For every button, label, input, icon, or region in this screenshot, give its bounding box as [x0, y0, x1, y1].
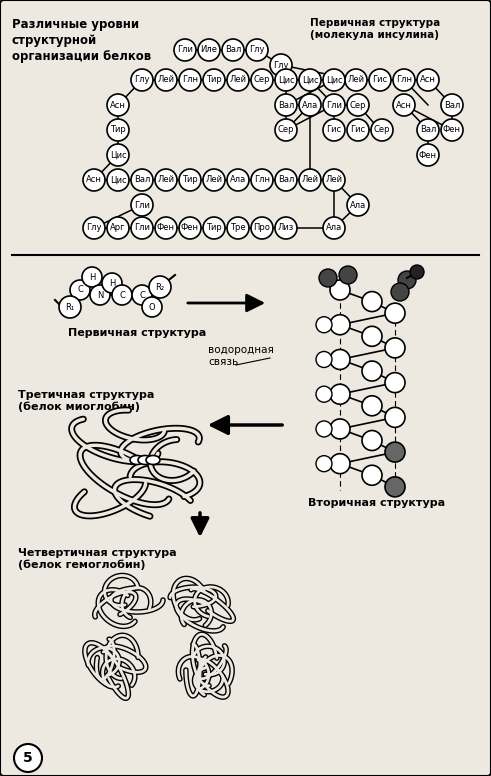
- Text: Цис: Цис: [326, 75, 342, 85]
- Circle shape: [330, 280, 350, 300]
- Text: Тре: Тре: [230, 223, 246, 233]
- Circle shape: [347, 119, 369, 141]
- Text: Вал: Вал: [420, 126, 436, 134]
- Circle shape: [323, 119, 345, 141]
- Text: Лиз: Лиз: [278, 223, 294, 233]
- Circle shape: [362, 327, 382, 346]
- Circle shape: [323, 94, 345, 116]
- Text: Глн: Глн: [182, 75, 198, 85]
- Text: Цис: Цис: [109, 175, 126, 185]
- Circle shape: [316, 352, 332, 368]
- Text: R₁: R₁: [65, 303, 75, 311]
- Text: Гли: Гли: [134, 200, 150, 210]
- Text: C: C: [119, 290, 125, 300]
- Circle shape: [330, 419, 350, 439]
- Text: Цис: Цис: [278, 75, 294, 85]
- Text: Асн: Асн: [86, 175, 102, 185]
- Circle shape: [102, 273, 122, 293]
- Circle shape: [270, 54, 292, 76]
- Ellipse shape: [130, 456, 144, 465]
- Circle shape: [132, 285, 152, 305]
- Text: O: O: [149, 303, 155, 311]
- Circle shape: [339, 266, 357, 284]
- Text: Лей: Лей: [158, 75, 174, 85]
- Circle shape: [371, 119, 393, 141]
- Circle shape: [131, 194, 153, 216]
- Circle shape: [323, 217, 345, 239]
- Circle shape: [299, 169, 321, 191]
- Circle shape: [362, 396, 382, 416]
- Text: N: N: [97, 290, 103, 300]
- Text: Гис: Гис: [327, 126, 342, 134]
- Text: Вал: Вал: [444, 101, 460, 109]
- Circle shape: [203, 169, 225, 191]
- Text: Тир: Тир: [182, 175, 198, 185]
- Circle shape: [385, 442, 405, 462]
- Circle shape: [330, 315, 350, 334]
- Circle shape: [417, 69, 439, 91]
- Circle shape: [385, 372, 405, 393]
- Circle shape: [155, 169, 177, 191]
- Text: Глу: Глу: [134, 75, 150, 85]
- Text: Тир: Тир: [206, 223, 222, 233]
- Text: Вал: Вал: [134, 175, 150, 185]
- Text: Тир: Тир: [110, 126, 126, 134]
- Circle shape: [362, 292, 382, 312]
- Text: Лей: Лей: [158, 175, 174, 185]
- Circle shape: [319, 269, 337, 287]
- Circle shape: [330, 454, 350, 473]
- Circle shape: [330, 384, 350, 404]
- Text: Цис: Цис: [301, 75, 318, 85]
- Text: Глн: Глн: [396, 75, 412, 85]
- Text: Вал: Вал: [225, 46, 241, 54]
- Text: Первичная структура
(молекула инсулина): Первичная структура (молекула инсулина): [310, 18, 440, 40]
- Circle shape: [316, 421, 332, 437]
- Circle shape: [275, 69, 297, 91]
- Circle shape: [299, 94, 321, 116]
- Text: Фен: Фен: [157, 223, 175, 233]
- Text: Глу: Глу: [273, 61, 289, 70]
- Circle shape: [131, 217, 153, 239]
- Text: Гис: Гис: [351, 126, 366, 134]
- Text: Глу: Глу: [249, 46, 265, 54]
- Circle shape: [107, 119, 129, 141]
- Circle shape: [107, 217, 129, 239]
- Circle shape: [203, 217, 225, 239]
- Circle shape: [227, 169, 249, 191]
- Text: Глу: Глу: [86, 223, 102, 233]
- Circle shape: [203, 69, 225, 91]
- Text: Вал: Вал: [278, 101, 294, 109]
- Circle shape: [275, 169, 297, 191]
- Text: Гис: Гис: [373, 75, 387, 85]
- Circle shape: [393, 69, 415, 91]
- Text: Тир: Тир: [206, 75, 222, 85]
- Circle shape: [131, 69, 153, 91]
- Text: Гли: Гли: [326, 101, 342, 109]
- Circle shape: [179, 169, 201, 191]
- Text: Лей: Лей: [301, 175, 319, 185]
- Circle shape: [299, 69, 321, 91]
- Circle shape: [362, 431, 382, 451]
- Text: водородная
связь: водородная связь: [208, 345, 274, 366]
- Text: Сер: Сер: [278, 126, 294, 134]
- Text: H: H: [109, 279, 115, 287]
- Text: Про: Про: [253, 223, 271, 233]
- Circle shape: [179, 69, 201, 91]
- Text: Фен: Фен: [443, 126, 461, 134]
- Circle shape: [155, 217, 177, 239]
- Circle shape: [369, 69, 391, 91]
- Circle shape: [385, 338, 405, 358]
- Circle shape: [83, 169, 105, 191]
- Circle shape: [391, 283, 409, 301]
- Ellipse shape: [138, 456, 152, 465]
- Text: Иле: Иле: [200, 46, 218, 54]
- Circle shape: [222, 39, 244, 61]
- Text: Лей: Лей: [326, 175, 343, 185]
- Text: H: H: [89, 272, 95, 282]
- Circle shape: [441, 94, 463, 116]
- Circle shape: [275, 94, 297, 116]
- Text: Глн: Глн: [254, 175, 270, 185]
- Circle shape: [112, 285, 132, 305]
- Circle shape: [441, 119, 463, 141]
